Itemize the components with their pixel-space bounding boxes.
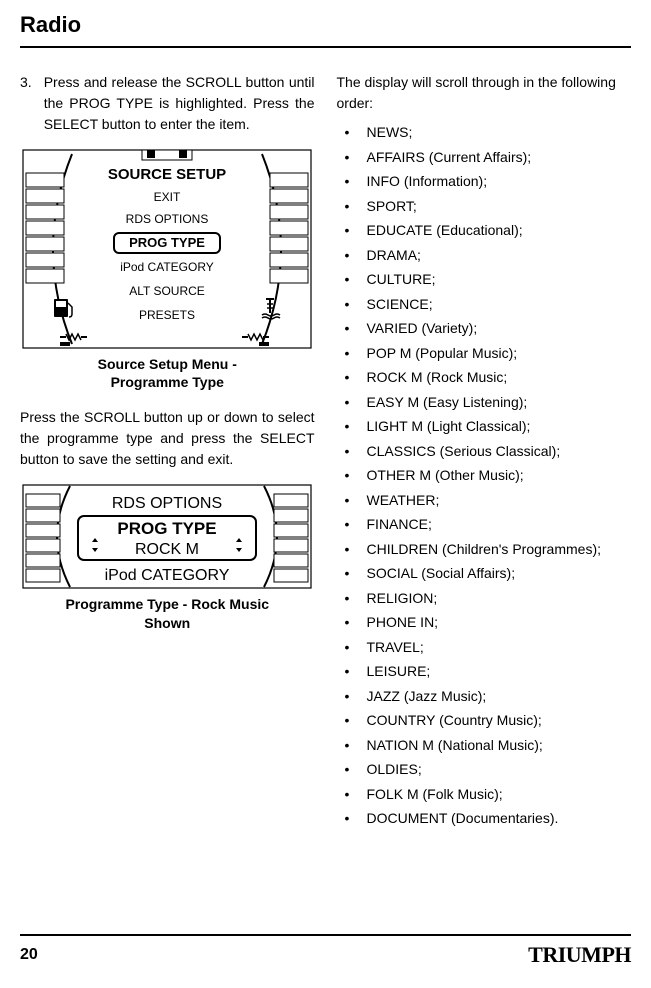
list-item: CLASSICS (Serious Classical); [367,439,632,464]
list-item: INFO (Information); [367,169,632,194]
header-rule [20,46,631,48]
caption2-line1: Programme Type - Rock Music [65,596,269,612]
fig1-item-1: RDS OPTIONS [126,212,209,226]
fig2-above: RDS OPTIONS [112,495,222,512]
para-scroll: Press the SCROLL button up or down to se… [20,407,315,470]
list-item: COUNTRY (Country Music); [367,708,632,733]
fig2-main: PROG TYPE [118,519,217,538]
caption1-line1: Source Setup Menu - [98,356,237,372]
list-item: WEATHER; [367,488,632,513]
list-item: PHONE IN; [367,610,632,635]
brand-logo: TRIUMPH [528,942,631,968]
list-item: FOLK M (Folk Music); [367,782,632,807]
figure-prog-type: RDS OPTIONS PROG TYPE ROCK M iPod CATEGO… [22,484,312,589]
caption-2: Programme Type - Rock Music Shown [20,595,315,631]
list-item: CULTURE; [367,267,632,292]
fig1-item-4: ALT SOURCE [129,284,205,298]
list-item: RELIGION; [367,586,632,611]
caption2-line2: Shown [144,615,190,631]
programme-type-list: NEWS;AFFAIRS (Current Affairs);INFO (Inf… [337,120,632,831]
footer: 20 TRIUMPH [20,934,631,968]
list-item: DOCUMENT (Documentaries). [367,806,632,831]
page-number: 20 [20,946,38,964]
list-item: SPORT; [367,194,632,219]
fig1-item-5: PRESETS [139,308,195,322]
figure-source-setup: SOURCE SETUP EXIT RDS OPTIONS PROG TYPE … [22,149,312,349]
page-title: Radio [20,12,631,38]
list-item: DRAMA; [367,243,632,268]
list-item: FINANCE; [367,512,632,537]
content-columns: 3. Press and release the SCROLL button u… [20,72,631,831]
caption-1: Source Setup Menu - Programme Type [20,355,315,391]
fig2-sub: ROCK M [135,541,199,558]
list-item: ROCK M (Rock Music; [367,365,632,390]
list-item: LIGHT M (Light Classical); [367,414,632,439]
list-item: EASY M (Easy Listening); [367,390,632,415]
list-item: NATION M (National Music); [367,733,632,758]
caption1-line2: Programme Type [111,374,224,390]
list-item: TRAVEL; [367,635,632,660]
list-item: VARIED (Variety); [367,316,632,341]
list-item: OLDIES; [367,757,632,782]
list-item: POP M (Popular Music); [367,341,632,366]
list-item: OTHER M (Other Music); [367,463,632,488]
list-item: JAZZ (Jazz Music); [367,684,632,709]
step-3: 3. Press and release the SCROLL button u… [20,72,315,135]
list-item: NEWS; [367,120,632,145]
fig1-item-2: PROG TYPE [129,235,205,250]
list-item: LEISURE; [367,659,632,684]
step-number: 3. [20,72,32,135]
list-item: CHILDREN (Children's Programmes); [367,537,632,562]
list-item: AFFAIRS (Current Affairs); [367,145,632,170]
fig1-item-0: EXIT [154,190,181,204]
list-item: EDUCATE (Educational); [367,218,632,243]
fig1-item-3: iPod CATEGORY [120,260,214,274]
footer-rule [20,934,631,936]
scroll-intro: The display will scroll through in the f… [337,72,632,114]
step-text: Press and release the SCROLL button unti… [44,72,315,135]
list-item: SOCIAL (Social Affairs); [367,561,632,586]
fig1-title: SOURCE SETUP [108,166,226,183]
list-item: SCIENCE; [367,292,632,317]
right-column: The display will scroll through in the f… [337,72,632,831]
fig2-below: iPod CATEGORY [105,567,230,584]
left-column: 3. Press and release the SCROLL button u… [20,72,315,831]
